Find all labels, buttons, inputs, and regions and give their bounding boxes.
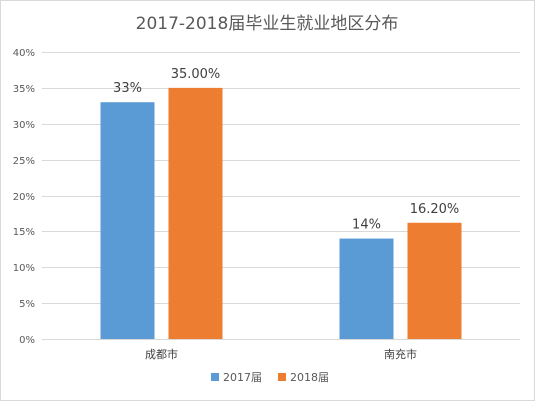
data-label: 35.00% [171, 67, 221, 82]
y-axis-ticks: 0% 5% 10% 15% 20% 25% 30% 35% 40% [13, 48, 35, 346]
bar [168, 87, 223, 339]
y-tick-label: 40% [13, 48, 35, 59]
y-tick-label: 35% [13, 84, 35, 95]
y-tick-label: 10% [13, 263, 35, 274]
data-label: 33% [113, 81, 142, 96]
category-label: 成都市 [145, 347, 178, 361]
bars [100, 87, 462, 339]
legend-swatch [211, 373, 219, 381]
legend-swatch [278, 373, 286, 381]
y-tick-label: 30% [13, 120, 35, 131]
y-tick-label: 25% [13, 156, 35, 167]
legend-label: 2018届 [290, 371, 329, 384]
legend-label: 2017届 [223, 371, 262, 384]
y-tick-label: 5% [19, 299, 35, 310]
bar [100, 102, 155, 339]
data-labels: 33% 35.00% 14% 16.20% [113, 67, 459, 233]
bar [339, 238, 394, 339]
y-tick-label: 0% [19, 335, 35, 346]
y-tick-label: 20% [13, 192, 35, 203]
y-tick-label: 15% [13, 227, 35, 238]
bar [407, 222, 462, 339]
legend: 2017届 2018届 [211, 371, 329, 384]
category-label: 南充市 [384, 347, 417, 361]
x-axis-categories: 成都市 南充市 [145, 347, 417, 361]
data-label: 14% [352, 218, 381, 233]
chart-title: 2017-2018届毕业生就业地区分布 [136, 14, 399, 34]
data-label: 16.20% [410, 202, 460, 217]
